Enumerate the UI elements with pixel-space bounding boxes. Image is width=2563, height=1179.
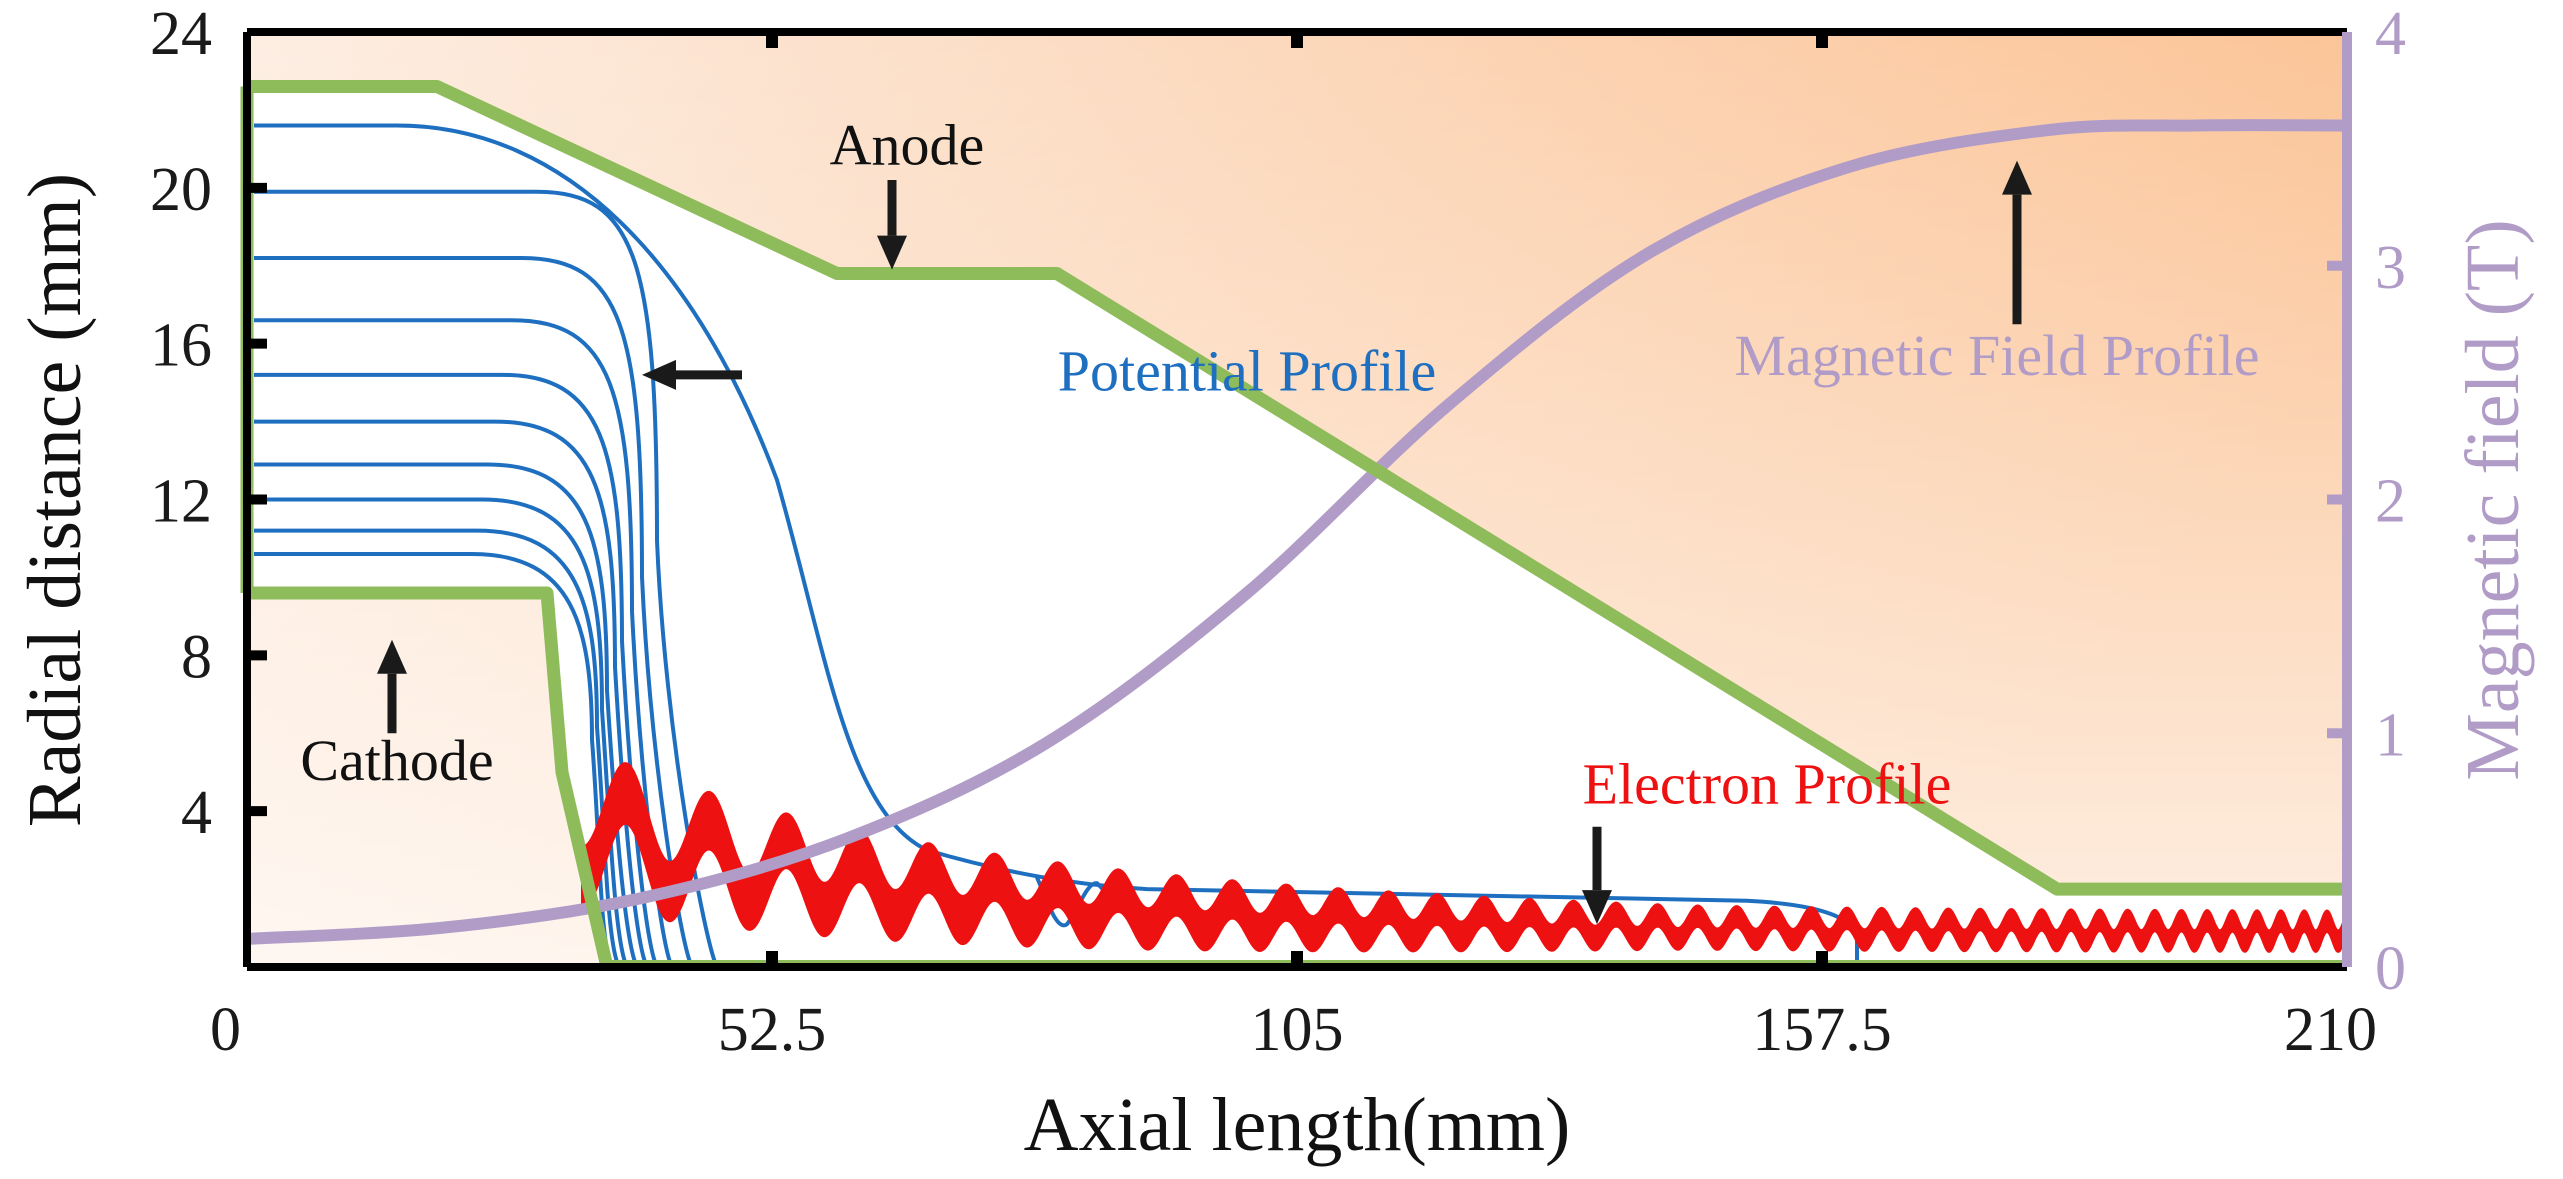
potential-line [254,372,659,967]
annotation-layer: Anode Potential Profile Cathode Electron Pr… [300,112,2260,925]
x-axis-title: Axial length(mm) [1024,1083,1571,1167]
y2-tick-label: 1 [2375,701,2406,769]
y2-tick-label: 3 [2375,234,2406,302]
annotation: Cathode [300,639,494,793]
potential-line [254,528,621,967]
magnetic-field-curve [247,119,2347,945]
y-tick-label: 12 [150,468,212,536]
annotation-arrow-head [377,639,407,674]
plot-area-fade [247,32,2347,967]
annotation: Potential Profile [642,338,1436,403]
y-tick-label: 16 [150,312,212,380]
y-tick-label: 8 [181,623,212,691]
annotation-arrow-head [2002,160,2032,195]
x-tick-label: 157.5 [1752,996,1892,1064]
y2-tick-label: 2 [2375,468,2406,536]
y2-tick-label: 4 [2375,0,2406,68]
y-tick-label: 24 [150,0,212,68]
annotation-label: Anode [830,112,985,177]
background-fill [247,32,2347,967]
y-axis-title: Radial distance (mm) [13,173,97,827]
x-tick-label: 105 [1251,996,1344,1064]
annotation: Anode [830,112,985,270]
potential-line [254,419,649,967]
annotation-label: Potential Profile [1058,338,1437,403]
potential-line [254,552,614,967]
y2-axis-title: Magnetic field (T) [2451,219,2535,780]
annotation-label: Electron Profile [1583,751,1952,816]
potential-profile-group [254,123,1859,967]
y2-tick-label: 0 [2375,935,2406,1003]
cathode-line [247,586,614,969]
annotation-arrow-head [1582,890,1612,925]
annotation: Magnetic Field Profile [1734,160,2260,388]
annotation-label: Magnetic Field Profile [1734,323,2259,388]
potential-line [254,462,639,967]
y-tick-label: 4 [181,779,212,847]
annotation-arrow-head [877,235,907,270]
x-tick-label: 210 [2284,996,2377,1064]
annotation-label: Cathode [300,728,493,793]
anode-line [247,80,2347,896]
potential-line [254,123,1859,967]
annotation-arrow-head [642,359,676,390]
annotation: Electron Profile [1582,751,1952,925]
x-tick-label: 0 [210,996,241,1064]
potential-line [254,497,629,967]
y-tick-label: 20 [150,156,212,224]
x-tick-label: 52.5 [718,996,827,1064]
